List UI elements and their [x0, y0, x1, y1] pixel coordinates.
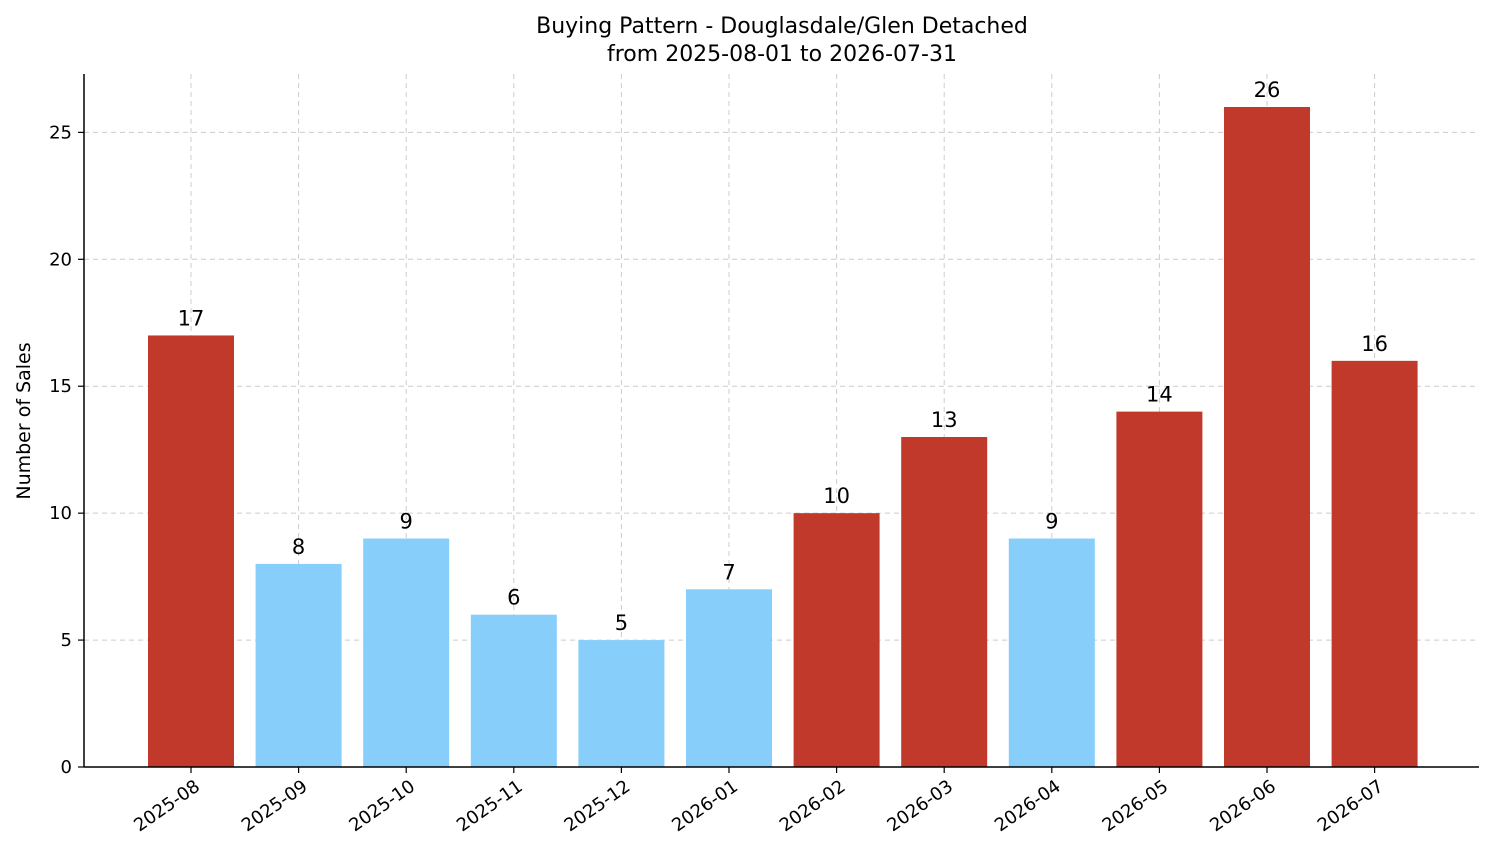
data-label-layer: 17 8 9 6 5 7 10 13 9 14 26 16 — [178, 78, 1388, 635]
bar-2026-05 — [1116, 411, 1203, 767]
bar-2026-06 — [1224, 107, 1310, 767]
y-tick-label: 25 — [49, 122, 72, 143]
data-label: 26 — [1254, 78, 1281, 102]
data-label: 13 — [931, 408, 958, 432]
data-label: 8 — [292, 535, 305, 559]
x-tick-label: 2025-08 — [130, 776, 204, 836]
x-tick-label: 2026-01 — [668, 776, 742, 836]
bar-2026-03 — [901, 437, 988, 767]
y-tick-label: 5 — [61, 630, 72, 651]
data-label: 6 — [507, 586, 520, 610]
bar-2026-01 — [686, 589, 772, 767]
data-label: 9 — [400, 510, 413, 534]
bar-layer — [148, 107, 1418, 767]
bar-2026-07 — [1331, 360, 1418, 767]
x-tick-label: 2025-09 — [238, 776, 312, 836]
data-label: 16 — [1361, 332, 1388, 356]
y-tick-label: 15 — [49, 376, 72, 397]
x-tick-label: 2026-04 — [991, 776, 1065, 836]
data-label: 9 — [1045, 510, 1058, 534]
data-label: 10 — [823, 484, 850, 508]
data-label: 7 — [722, 560, 735, 584]
x-tick-label: 2025-10 — [345, 776, 419, 836]
x-tick-label: 2025-11 — [453, 776, 527, 836]
data-label: 5 — [615, 611, 628, 635]
bar-2025-10 — [363, 538, 450, 767]
y-tick-label: 10 — [49, 503, 72, 524]
x-tick-label: 2026-05 — [1099, 776, 1173, 836]
x-tick-label: 2026-02 — [776, 776, 850, 836]
bar-2026-04 — [1008, 538, 1095, 767]
bar-2025-09 — [255, 563, 342, 767]
chart-title: Buying Pattern - Douglasdale/Glen Detach… — [536, 14, 1028, 39]
bar-2025-12 — [578, 640, 665, 767]
data-label: 17 — [178, 306, 205, 330]
y-axis-label: Number of Sales — [13, 342, 35, 499]
y-tick-label: 0 — [61, 757, 72, 778]
y-tick-label: 20 — [49, 249, 72, 270]
bar-2026-02 — [793, 513, 880, 767]
data-label: 14 — [1146, 383, 1173, 407]
x-tick-label: 2026-03 — [883, 776, 957, 836]
bar-2025-08 — [148, 335, 234, 767]
x-tick-label: 2026-06 — [1206, 776, 1280, 836]
x-tick-label: 2025-12 — [561, 776, 635, 836]
x-tick-label: 2026-07 — [1314, 776, 1388, 836]
chart-subtitle: from 2025-08-01 to 2026-07-31 — [607, 42, 957, 67]
bar-2025-11 — [470, 614, 557, 767]
